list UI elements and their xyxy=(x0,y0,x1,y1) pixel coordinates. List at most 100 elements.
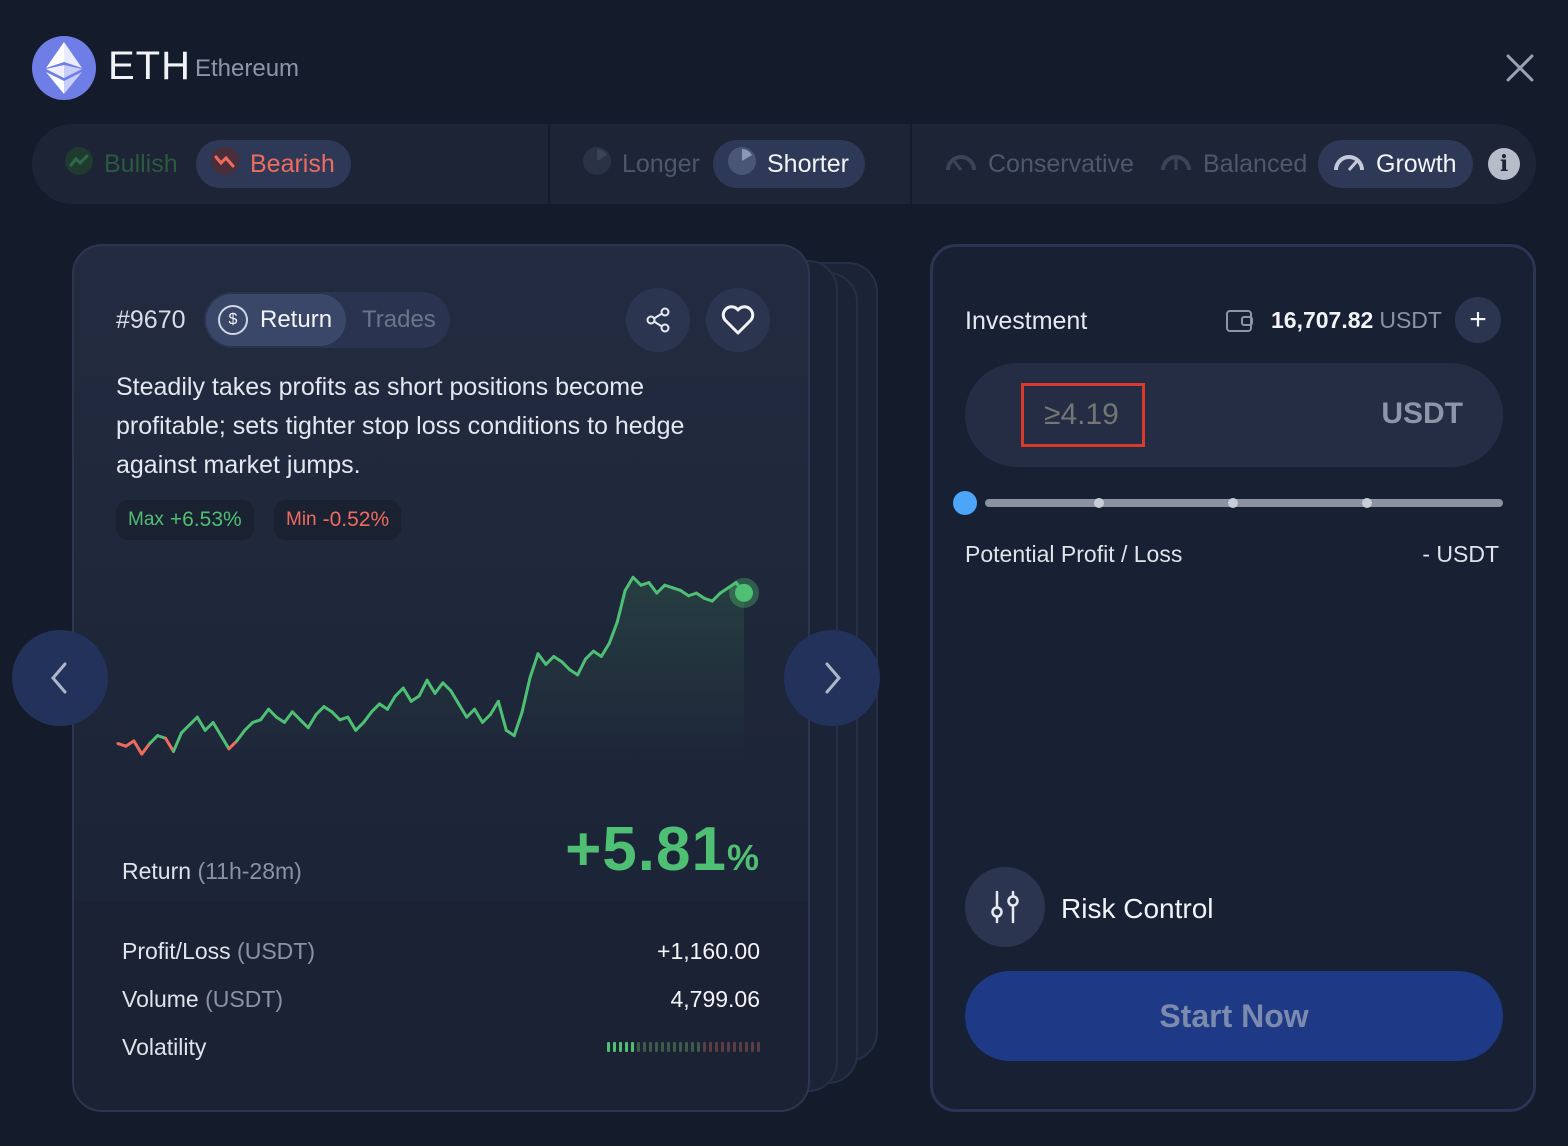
trend-down-icon xyxy=(210,146,240,183)
chart-area xyxy=(118,577,744,762)
filter-balanced-label: Balanced xyxy=(1203,149,1308,178)
strategy-id: #9670 xyxy=(116,306,186,334)
return-value: +5.81% xyxy=(565,814,760,885)
filter-shorter-label: Shorter xyxy=(767,149,849,178)
chart-line-segment xyxy=(274,715,286,724)
chart-line-segment xyxy=(290,710,302,722)
chart-line-segment xyxy=(330,710,342,722)
amount-input[interactable] xyxy=(1021,383,1145,447)
return-label-text: Return xyxy=(122,858,192,884)
coin-name: Ethereum xyxy=(195,55,300,82)
dollar-icon: $ xyxy=(218,305,248,335)
coin-symbol: ETH xyxy=(108,44,191,88)
return-unit: % xyxy=(726,837,760,878)
filter-growth-label: Growth xyxy=(1376,149,1457,178)
chart-line-segment xyxy=(710,591,722,603)
chart-line-segment xyxy=(227,739,239,751)
ethereum-icon xyxy=(32,36,96,100)
chart-line-segment xyxy=(306,713,318,730)
chevron-right-icon xyxy=(825,662,841,694)
chart-line-segment xyxy=(393,686,405,698)
balance-unit: USDT xyxy=(1379,307,1442,333)
tab-return[interactable]: $ Return xyxy=(206,294,346,346)
volatility-label: Volatility xyxy=(122,1034,207,1060)
volume-unit: (USDT) xyxy=(205,986,284,1012)
amount-slider[interactable] xyxy=(985,498,1503,508)
slider-thumb[interactable] xyxy=(953,491,977,515)
tab-trades[interactable]: Trades xyxy=(362,306,436,333)
chart-line-segment xyxy=(576,657,588,677)
volatility-bar xyxy=(733,1042,736,1052)
filter-shorter[interactable]: Shorter xyxy=(713,140,865,188)
filter-conservative[interactable]: Conservative xyxy=(930,140,1150,188)
chart-line-segment xyxy=(219,734,231,751)
volume-label: Volume (USDT) xyxy=(122,986,283,1013)
chart-line-segment xyxy=(481,713,492,724)
chart-line-segment xyxy=(584,649,595,661)
previous-button[interactable] xyxy=(12,630,108,726)
volatility-bar xyxy=(661,1042,664,1052)
chart-line-segment xyxy=(148,734,160,746)
chart-line-segment xyxy=(433,681,445,695)
profit-label: Profit/Loss (USDT) xyxy=(122,938,315,965)
slider-step-dot xyxy=(1094,498,1104,508)
balance-value: 16,707.82 xyxy=(1271,307,1374,333)
deposit-button[interactable]: + xyxy=(1455,297,1501,343)
filter-divider xyxy=(548,124,550,204)
next-button[interactable] xyxy=(784,630,880,726)
start-now-button[interactable]: Start Now xyxy=(965,971,1503,1061)
chart-endpoint xyxy=(735,583,753,602)
chart-line-segment xyxy=(370,702,381,714)
chart-line-segment xyxy=(235,728,247,743)
chart-line-segment xyxy=(298,718,310,730)
filter-bullish[interactable]: Bullish xyxy=(50,140,194,188)
profit-value: +1,160.00 xyxy=(657,938,760,964)
volatility-bar xyxy=(757,1042,760,1052)
chart-line-segment xyxy=(536,652,548,666)
return-period: (11h-28m) xyxy=(197,858,302,884)
slider-step-dot xyxy=(1228,498,1238,508)
share-icon xyxy=(646,307,670,333)
plus-icon: + xyxy=(1469,303,1487,336)
volatility-bar xyxy=(673,1042,676,1052)
max-label: Max xyxy=(128,509,164,530)
strategy-card: #9670 $ Return Trades Steadily takes pro… xyxy=(72,244,810,1112)
info-icon[interactable]: i xyxy=(1488,148,1520,180)
chart-line-segment xyxy=(457,702,469,719)
volatility-bar xyxy=(715,1042,718,1052)
volume-label-text: Volume xyxy=(122,986,199,1012)
volatility-bar xyxy=(649,1042,652,1052)
chart-line-segment xyxy=(314,705,326,716)
sliders-icon xyxy=(991,890,1019,924)
min-return-badge: Min -0.52% xyxy=(274,500,402,540)
risk-control-label[interactable]: Risk Control xyxy=(1061,893,1214,924)
card-metrics xyxy=(74,902,808,1110)
chart-line-segment xyxy=(385,694,397,711)
chart-line-segment xyxy=(528,652,540,680)
chart-line-segment xyxy=(655,583,667,595)
share-button[interactable] xyxy=(626,288,690,352)
chart-line-segment xyxy=(726,581,738,590)
chart-line-segment xyxy=(322,705,334,714)
min-label: Min xyxy=(286,509,317,530)
favorite-button[interactable] xyxy=(706,288,770,352)
chart-line-segment xyxy=(164,736,175,753)
volatility-bar xyxy=(679,1042,682,1052)
close-icon[interactable] xyxy=(1500,48,1540,88)
chart-line-segment xyxy=(259,707,271,722)
filter-conservative-label: Conservative xyxy=(988,149,1134,178)
filter-growth[interactable]: Growth xyxy=(1318,140,1473,188)
volume-value: 4,799.06 xyxy=(670,986,760,1012)
filter-balanced[interactable]: Balanced xyxy=(1145,140,1323,188)
filter-bearish[interactable]: Bearish xyxy=(196,140,351,188)
risk-control-button[interactable] xyxy=(965,867,1045,947)
filter-longer[interactable]: Longer xyxy=(568,140,716,188)
slider-step-dot xyxy=(1362,498,1372,508)
volatility-bar xyxy=(625,1042,628,1052)
chart-line-segment xyxy=(591,649,603,658)
card-tabs: $ Return Trades xyxy=(204,292,450,348)
volatility-bar xyxy=(745,1042,748,1052)
chart-line-segment xyxy=(187,715,199,727)
chart-line-segment xyxy=(607,620,619,645)
filter-longer-label: Longer xyxy=(622,149,700,178)
